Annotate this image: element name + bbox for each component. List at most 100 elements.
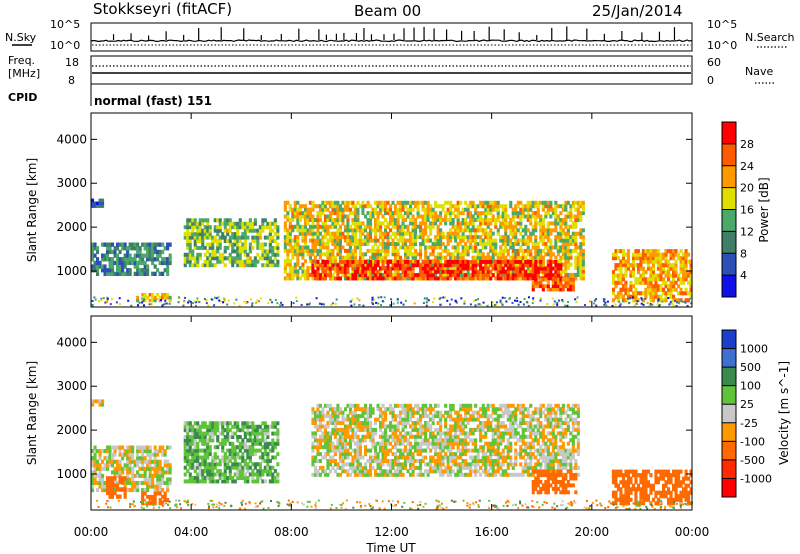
power-cell xyxy=(333,207,337,212)
velocity-cell xyxy=(128,480,132,485)
velocity-cell xyxy=(361,414,365,419)
power-cell xyxy=(288,218,292,222)
power-cell xyxy=(126,246,130,251)
power-cell xyxy=(426,235,430,240)
velocity-cell xyxy=(221,472,225,477)
power-cell xyxy=(346,255,350,260)
power-cell xyxy=(474,211,478,216)
velocity-cell xyxy=(223,435,227,439)
power-cell xyxy=(343,238,347,243)
velocity-cell xyxy=(323,445,327,450)
power-cell xyxy=(556,248,560,253)
power-cell xyxy=(534,273,538,278)
velocity-cell xyxy=(126,463,130,468)
power-cell xyxy=(531,287,535,292)
power-cell xyxy=(476,224,480,229)
power-cell xyxy=(126,271,130,276)
power-cell xyxy=(581,200,585,205)
velocity-cell xyxy=(106,466,110,471)
velocity-cell xyxy=(208,472,212,477)
power-cell xyxy=(321,245,325,250)
power-speckle xyxy=(511,301,514,304)
power-cell xyxy=(364,242,368,246)
power-speckle xyxy=(486,304,489,307)
power-cell xyxy=(421,262,425,267)
power-cell xyxy=(308,255,312,260)
velocity-cell xyxy=(251,428,255,433)
power-cell xyxy=(293,252,297,257)
power-cell xyxy=(338,248,342,253)
velocity-cell xyxy=(153,498,157,502)
power-cell xyxy=(461,221,465,226)
power-cell xyxy=(511,260,515,264)
power-cell xyxy=(138,246,142,251)
power-cell xyxy=(509,269,513,274)
power-cell xyxy=(506,273,510,278)
power-speckle xyxy=(426,297,428,300)
power-cell xyxy=(353,276,357,281)
power-cell xyxy=(639,291,643,296)
velocity-cell xyxy=(311,434,315,439)
power-cell xyxy=(439,228,443,233)
power-cell xyxy=(308,248,312,253)
power-cell xyxy=(396,266,400,271)
power-cell xyxy=(371,276,375,281)
power-cell xyxy=(544,269,548,274)
velocity-cell xyxy=(221,455,225,460)
power-cell xyxy=(331,263,335,268)
power-cell xyxy=(516,238,520,243)
velocity-cell xyxy=(369,414,373,419)
power-cell xyxy=(449,276,453,281)
power-cell xyxy=(343,255,347,260)
power-cell xyxy=(529,231,533,236)
power-cell xyxy=(376,228,380,233)
power-speckle xyxy=(396,298,399,301)
power-cell xyxy=(581,266,585,270)
freq-right-tick-bottom: 0 xyxy=(707,74,714,87)
power-cell xyxy=(529,269,533,274)
power-cell xyxy=(556,218,560,222)
power-cell xyxy=(318,252,322,257)
power-cell xyxy=(331,255,335,260)
power-cell xyxy=(338,235,342,240)
power-cell xyxy=(348,263,352,268)
velocity-cell xyxy=(188,421,192,426)
power-cell xyxy=(386,211,390,216)
power-cell xyxy=(667,284,671,289)
power-cell xyxy=(143,260,147,266)
velocity-cell xyxy=(238,469,242,474)
velocity-cell xyxy=(374,427,378,432)
power-cell xyxy=(651,273,655,278)
velocity-cell xyxy=(348,434,352,439)
power-speckle xyxy=(218,299,221,302)
power-cell xyxy=(621,252,625,257)
velocity-cell xyxy=(258,428,262,433)
velocity-cell xyxy=(238,455,242,460)
power-cell xyxy=(91,201,95,205)
power-cell xyxy=(288,228,292,233)
power-cell xyxy=(539,221,543,226)
power-cell xyxy=(536,255,540,260)
power-cell xyxy=(489,235,493,240)
velocity-cell xyxy=(211,455,215,460)
velocity-cell xyxy=(123,490,127,496)
power-cell xyxy=(298,211,302,216)
nave-label: Nave xyxy=(745,65,773,78)
power-speckle xyxy=(593,299,596,302)
velocity-cell xyxy=(186,424,190,429)
power-cell xyxy=(198,228,202,233)
velocity-cell xyxy=(191,465,195,470)
power-cell xyxy=(161,249,165,255)
power-cell xyxy=(341,231,345,236)
power-cell xyxy=(258,225,262,230)
power-cell xyxy=(519,224,523,229)
velocity-cell xyxy=(371,434,375,439)
power-cell xyxy=(429,238,433,243)
power-cell xyxy=(203,235,207,240)
power-cell xyxy=(374,273,378,278)
power-cell xyxy=(358,204,362,209)
power-cell xyxy=(489,260,493,264)
power-cell xyxy=(271,263,275,268)
power-cell xyxy=(256,235,260,240)
power-cell xyxy=(454,255,458,260)
